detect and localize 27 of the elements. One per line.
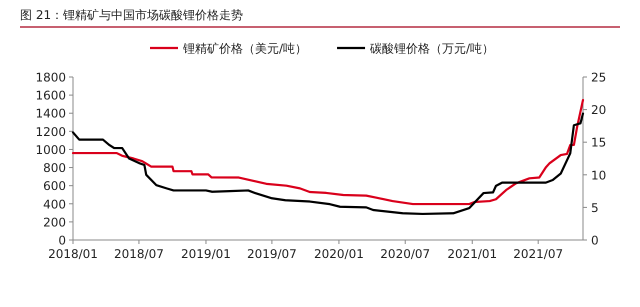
y2-tick-label: 25	[591, 70, 606, 84]
x-tick-label: 2019/07	[246, 247, 297, 261]
y2-tick-label: 5	[591, 200, 599, 215]
y2-tick-label: 10	[591, 168, 606, 182]
y2-tick-label: 0	[591, 234, 599, 248]
x-tick-label: 2018/01	[48, 247, 98, 261]
legend-label: 锂精矿价格（美元/吨）	[182, 42, 308, 56]
y-tick-label: 1600	[35, 88, 66, 103]
x-tick-label: 2020/01	[314, 247, 364, 261]
y-tick-label: 1800	[35, 70, 66, 84]
y-tick-label: 600	[43, 179, 66, 194]
x-tick-label: 2021/07	[513, 247, 564, 261]
legend-label: 碳酸锂价格（万元/吨）	[369, 42, 494, 56]
chart-title: 图 21：锂精矿与中国市场碳酸锂价格走势	[20, 8, 244, 22]
y-tick-label: 1200	[35, 124, 66, 139]
y-tick-label: 0	[58, 234, 66, 248]
y-tick-label: 1000	[35, 142, 66, 157]
y-tick-label: 1400	[35, 106, 66, 121]
y-tick-label: 800	[43, 161, 66, 176]
x-tick-label: 2018/07	[114, 247, 164, 261]
x-tick-label: 2020/07	[380, 247, 430, 261]
y2-tick-label: 20	[591, 103, 606, 118]
x-tick-label: 2019/01	[181, 247, 231, 261]
x-tick-label: 2021/01	[447, 247, 498, 261]
y-tick-label: 200	[43, 215, 66, 230]
y2-tick-label: 15	[591, 136, 606, 150]
y-tick-label: 400	[43, 197, 66, 212]
